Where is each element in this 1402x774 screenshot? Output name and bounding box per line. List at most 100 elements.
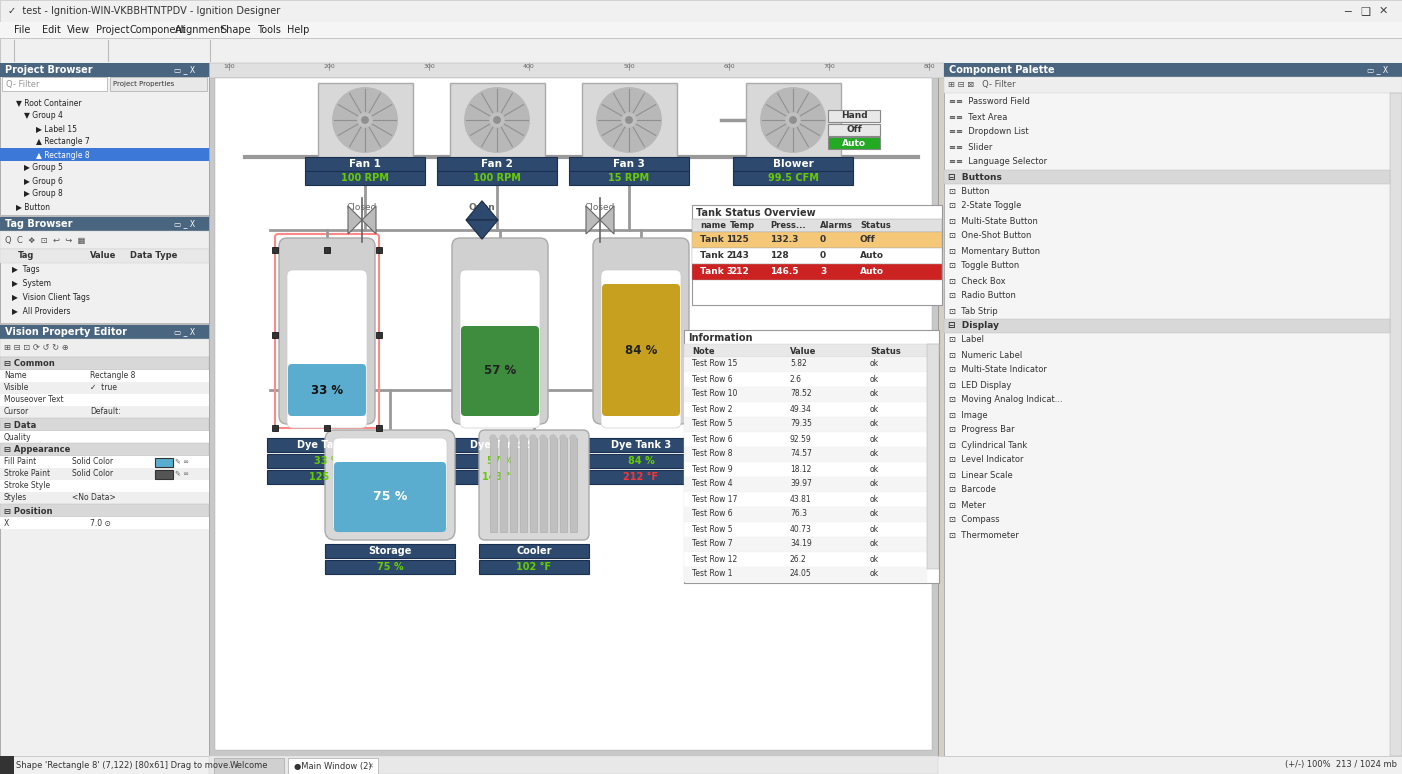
Circle shape xyxy=(530,435,536,441)
FancyBboxPatch shape xyxy=(601,284,680,416)
Text: Mouseover Text: Mouseover Text xyxy=(4,396,63,405)
Text: ✕: ✕ xyxy=(367,763,373,769)
Bar xyxy=(450,83,545,158)
Text: 84 %: 84 % xyxy=(625,344,658,357)
Text: 26.2: 26.2 xyxy=(789,554,806,563)
Text: Shape 'Rectangle 8' (7,122) [80x61] Drag to move.: Shape 'Rectangle 8' (7,122) [80x61] Drag… xyxy=(15,761,231,769)
Bar xyxy=(693,205,942,305)
Text: Press...: Press... xyxy=(770,221,806,231)
Text: ⊡  Toggle Button: ⊡ Toggle Button xyxy=(949,262,1019,270)
Text: Fan 1: Fan 1 xyxy=(349,159,381,169)
Bar xyxy=(693,264,942,280)
Text: Project: Project xyxy=(95,25,129,35)
Text: ok: ok xyxy=(871,480,879,488)
Circle shape xyxy=(625,117,632,123)
Bar xyxy=(684,567,927,582)
Text: Information: Information xyxy=(688,333,753,343)
Bar xyxy=(0,443,209,456)
Text: ok: ok xyxy=(871,359,879,368)
Text: 700: 700 xyxy=(823,64,834,70)
Circle shape xyxy=(491,435,496,441)
Bar xyxy=(0,418,209,431)
Text: ⊡  Numeric Label: ⊡ Numeric Label xyxy=(949,351,1022,359)
Text: Blower: Blower xyxy=(773,159,813,169)
FancyBboxPatch shape xyxy=(287,270,367,428)
Text: Tank Status Overview: Tank Status Overview xyxy=(695,208,816,218)
Bar xyxy=(0,431,209,443)
Text: name: name xyxy=(700,221,726,231)
Text: Stroke Style: Stroke Style xyxy=(4,481,50,491)
Text: Help: Help xyxy=(287,25,310,35)
Circle shape xyxy=(510,435,516,441)
Text: Test Row 7: Test Row 7 xyxy=(693,539,733,549)
Text: ✓  test - Ignition-WIN-VKBBHTNTPDV - Ignition Designer: ✓ test - Ignition-WIN-VKBBHTNTPDV - Igni… xyxy=(8,6,280,16)
Text: ⊞ ⊟ ⊠   Q- Filter: ⊞ ⊟ ⊠ Q- Filter xyxy=(948,80,1015,90)
Text: ≡≡  Dropdown List: ≡≡ Dropdown List xyxy=(949,128,1029,136)
Text: Cursor: Cursor xyxy=(4,407,29,416)
FancyBboxPatch shape xyxy=(601,270,681,428)
Text: ⊟ Position: ⊟ Position xyxy=(4,506,52,515)
Text: 92.59: 92.59 xyxy=(789,434,812,444)
Text: ⊡  One-Shot Button: ⊡ One-Shot Button xyxy=(949,231,1032,241)
Text: View: View xyxy=(67,25,90,35)
Circle shape xyxy=(332,87,397,152)
Bar xyxy=(156,458,172,467)
Text: Tank 3: Tank 3 xyxy=(700,268,733,276)
Text: 100 RPM: 100 RPM xyxy=(472,173,522,183)
Text: Tank 1: Tank 1 xyxy=(700,235,733,245)
Text: Off: Off xyxy=(859,235,876,245)
Text: ok: ok xyxy=(871,495,879,504)
Bar xyxy=(746,83,841,158)
Bar xyxy=(0,756,14,774)
Bar xyxy=(580,454,701,468)
Text: ok: ok xyxy=(871,405,879,413)
Text: 7.0 ⊙: 7.0 ⊙ xyxy=(90,519,111,528)
Bar xyxy=(0,339,209,357)
Text: ≡≡  Password Field: ≡≡ Password Field xyxy=(949,98,1030,107)
Bar xyxy=(0,394,209,406)
Bar xyxy=(0,0,1402,22)
Bar xyxy=(0,22,1402,38)
Bar xyxy=(0,215,209,217)
Bar xyxy=(684,522,927,537)
Text: Welcome: Welcome xyxy=(230,762,268,770)
Text: ⊡  Level Indicator: ⊡ Level Indicator xyxy=(949,456,1023,464)
Text: ok: ok xyxy=(871,525,879,533)
Circle shape xyxy=(597,87,662,152)
Text: Test Row 5: Test Row 5 xyxy=(693,525,733,533)
Bar xyxy=(944,77,1402,93)
Text: Q  C  ❖  ⊡  ↩  ↪  ▦: Q C ❖ ⊡ ↩ ↪ ▦ xyxy=(6,235,86,245)
Text: Test Row 10: Test Row 10 xyxy=(693,389,737,399)
Text: Temp: Temp xyxy=(730,221,756,231)
Text: Note: Note xyxy=(693,347,715,355)
Bar xyxy=(684,462,927,477)
Bar xyxy=(580,470,701,484)
Text: Name: Name xyxy=(4,372,27,381)
Text: Test Row 17: Test Row 17 xyxy=(693,495,737,504)
Text: ⊡  2-State Toggle: ⊡ 2-State Toggle xyxy=(949,201,1022,211)
Bar xyxy=(0,492,209,504)
Bar xyxy=(693,248,942,264)
Bar xyxy=(520,438,527,532)
Bar xyxy=(272,332,278,338)
Text: ⊡  Progress Bar: ⊡ Progress Bar xyxy=(949,426,1015,434)
Text: ▶  System: ▶ System xyxy=(13,279,50,287)
Text: ⊡  Button: ⊡ Button xyxy=(949,187,990,196)
Text: ⊡  Compass: ⊡ Compass xyxy=(949,515,1000,525)
Text: Tank 2: Tank 2 xyxy=(700,252,733,261)
Circle shape xyxy=(622,113,637,127)
Text: Open: Open xyxy=(468,203,495,211)
Text: ⊡  Multi-State Indicator: ⊡ Multi-State Indicator xyxy=(949,365,1047,375)
Text: Test Row 8: Test Row 8 xyxy=(693,450,732,458)
Text: ✕: ✕ xyxy=(1378,6,1388,16)
Text: Tag: Tag xyxy=(18,252,35,261)
Text: 125 °F: 125 °F xyxy=(310,472,345,482)
Text: ⊡  Label: ⊡ Label xyxy=(949,335,984,344)
Circle shape xyxy=(550,435,557,441)
Bar xyxy=(306,171,425,185)
Text: 143: 143 xyxy=(730,252,749,261)
Text: ⊡  Linear Scale: ⊡ Linear Scale xyxy=(949,471,1012,480)
Text: Value: Value xyxy=(90,252,116,261)
Bar xyxy=(209,63,938,756)
FancyBboxPatch shape xyxy=(334,462,446,532)
